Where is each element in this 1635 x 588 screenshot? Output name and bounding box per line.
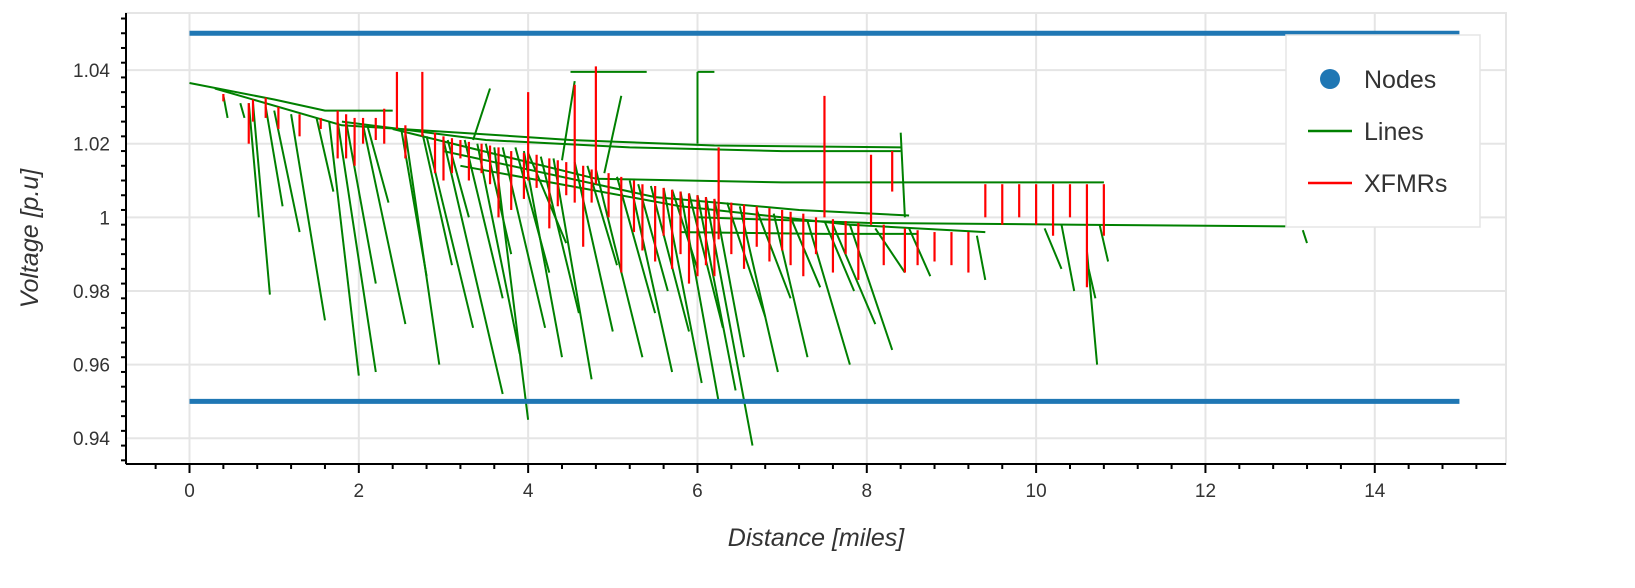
line-segment [239,102,246,119]
line-segment [680,231,918,235]
line-segment [1087,268,1097,299]
line-segment [806,220,851,365]
line-segment [522,150,563,358]
y-tick-label: 0.96 [73,356,110,377]
line-segment [472,88,491,141]
line-segment [649,185,690,332]
tick-labels: 0 2 4 6 8 10 12 14 0.94 0.96 0.98 1 1.02 1.04 [73,61,1386,502]
line-segment [290,114,326,321]
line-segment [315,117,335,192]
y-tick-label: 1 [99,208,110,229]
line-segment [1043,228,1063,270]
line-segment [899,132,906,218]
line-segment [362,125,407,325]
line-segment [628,180,674,373]
x-tick-label: 0 [184,481,195,502]
line-segment [273,110,301,233]
line-segment [726,202,767,318]
line-segment [442,139,504,395]
y-tick-label: 0.94 [73,429,110,450]
line-segment [679,191,720,402]
line-segment [789,216,822,288]
line-segment [573,161,614,332]
line-segment [189,82,393,112]
legend-label: XFMRs [1364,170,1447,198]
line-segment [345,121,377,284]
x-axis-title: Distance [miles] [728,524,905,552]
line-segment [252,103,271,295]
line-segment [552,158,593,380]
x-tick-label: 2 [354,481,365,502]
line-segment [616,176,657,314]
y-tick-label: 1.02 [73,135,110,156]
line-segment [336,121,377,373]
line-segment [328,121,360,376]
voltage-limit-lines [189,30,1460,404]
line-segment [366,125,390,203]
x-tick-label: 8 [862,481,873,502]
x-tick-label: 14 [1364,481,1386,502]
line-segment [527,152,568,244]
line-segment [975,235,987,281]
axes [121,13,1506,473]
line-segment [662,187,703,384]
x-tick-label: 4 [523,481,534,502]
legend-nodes-marker [1320,69,1340,89]
line-segment [493,147,530,420]
line-segment [603,95,623,174]
line-segment [594,169,644,358]
x-tick-label: 10 [1026,481,1047,502]
line-segment [341,120,901,153]
legend-label: Nodes [1364,66,1436,94]
line-segment [823,220,856,292]
y-tick-label: 0.98 [73,282,110,303]
line-segment [561,80,576,161]
legend-label: Lines [1364,118,1424,146]
line-segment [501,147,547,329]
line-segment [1060,224,1076,292]
line-segment [831,224,877,325]
line-segment [738,206,779,373]
line-segment [874,227,906,274]
line-segment [476,143,521,354]
x-tick-label: 6 [692,481,703,502]
plot-area [189,30,1460,446]
line-segment [1301,229,1308,244]
y-axis-title: Voltage [p.u] [16,168,44,309]
line-segment [755,209,792,299]
legend: Nodes Lines XFMRs [1285,34,1481,228]
line-segment [264,106,284,207]
line-segment [247,103,260,218]
y-tick-label: 1.04 [73,61,110,82]
line-segment [539,156,580,314]
line-segment [514,147,551,273]
line-segment [671,189,699,270]
line-segment [848,224,894,351]
line-segment [1098,224,1110,262]
line-segment [463,139,504,299]
line-segment [908,227,932,277]
line-segment [696,195,737,391]
line-segment [421,132,453,266]
line-segment [772,213,809,358]
line-segment [404,132,441,365]
x-tick-label: 12 [1195,481,1216,502]
